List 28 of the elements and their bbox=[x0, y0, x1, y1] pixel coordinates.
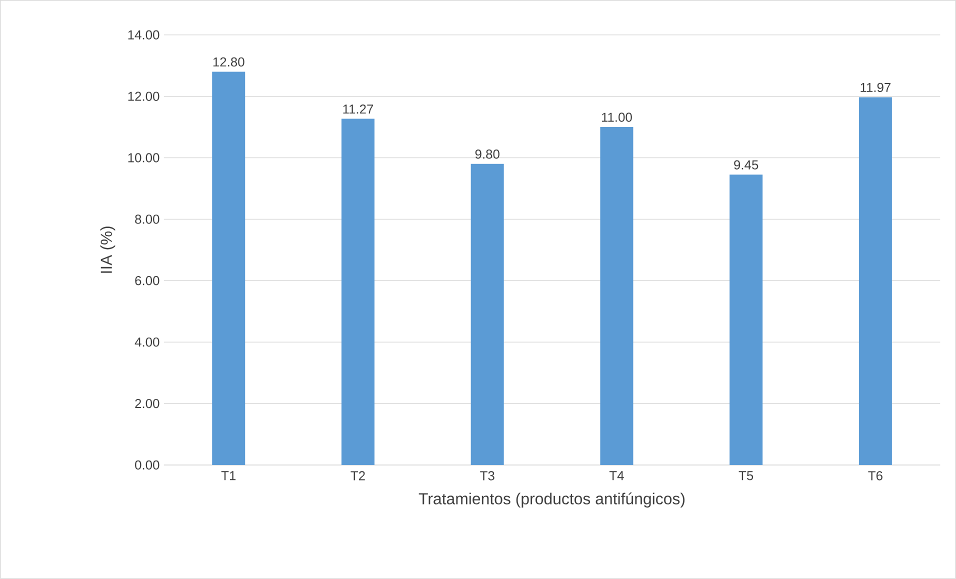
x-tick-label: T1 bbox=[221, 471, 236, 480]
data-label: 9.45 bbox=[734, 160, 758, 170]
bar bbox=[730, 174, 763, 466]
data-label: 9.80 bbox=[475, 150, 500, 159]
y-tick-label: 8.00 bbox=[135, 214, 160, 224]
bar bbox=[212, 72, 246, 466]
y-tick-label: 14.00 bbox=[128, 30, 160, 40]
x-tick-label: T2 bbox=[350, 471, 365, 480]
y-tick-label: 0.00 bbox=[135, 460, 160, 470]
y-axis-title: IIA (%) bbox=[100, 226, 116, 273]
x-tick-label: T6 bbox=[868, 471, 882, 480]
data-label: 11.00 bbox=[602, 112, 632, 122]
data-label: 11.27 bbox=[343, 104, 374, 114]
bar bbox=[341, 118, 374, 466]
y-tick-label: 10.00 bbox=[128, 153, 160, 162]
bar bbox=[470, 164, 504, 466]
x-tick-label: T5 bbox=[738, 471, 754, 480]
x-axis-title: Tratamientos (productos antifúngicos) bbox=[418, 492, 685, 508]
x-tick-label: T4 bbox=[609, 471, 624, 480]
bar bbox=[600, 127, 634, 466]
y-tick-label: 12.00 bbox=[128, 92, 160, 101]
bar bbox=[858, 97, 892, 466]
y-tick-label: 4.00 bbox=[134, 338, 160, 347]
y-tick-label: 2.00 bbox=[135, 398, 160, 408]
data-label: 12.80 bbox=[213, 57, 244, 67]
data-label: 11.97 bbox=[860, 82, 891, 92]
y-tick-label: 6.00 bbox=[135, 276, 160, 286]
x-tick-label: T3 bbox=[480, 471, 494, 480]
